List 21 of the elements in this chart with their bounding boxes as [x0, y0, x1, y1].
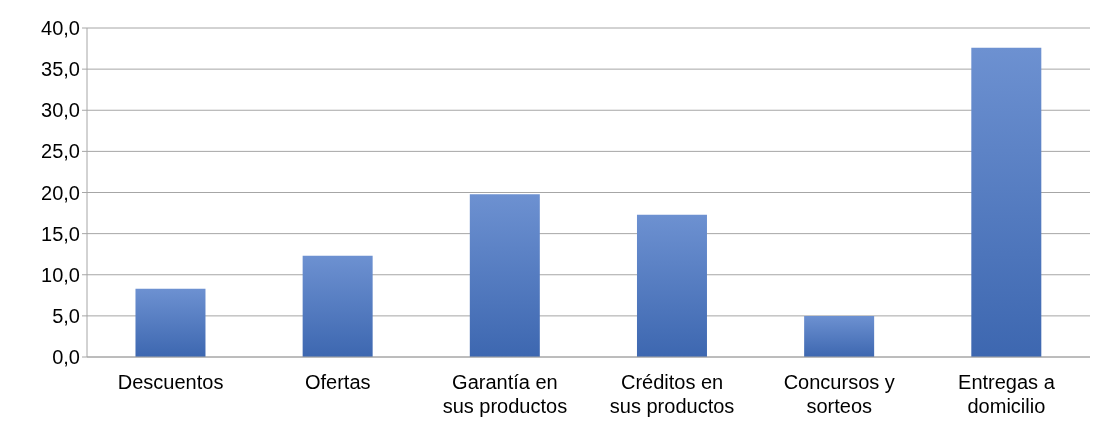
- y-tick-label: 0,0: [52, 346, 80, 369]
- bar: [302, 255, 373, 357]
- y-tick-label: 10,0: [41, 263, 80, 286]
- y-tick-label: 25,0: [41, 140, 80, 163]
- x-tick-label: Concursos y sorteos: [783, 371, 895, 417]
- bar: [804, 315, 875, 357]
- x-tick-label: Descuentos: [117, 371, 224, 393]
- x-tick-label: Ofertas: [304, 371, 371, 393]
- y-tick-label: 5,0: [52, 304, 80, 327]
- y-tick-label: 30,0: [41, 99, 80, 122]
- y-tick-label: 15,0: [41, 222, 80, 245]
- bar: [636, 214, 707, 357]
- bar: [971, 47, 1042, 357]
- y-tick-label: 35,0: [41, 58, 80, 81]
- y-tick-label: 20,0: [41, 181, 80, 204]
- y-tick-label: 40,0: [41, 17, 80, 40]
- bar: [135, 288, 206, 357]
- bar: [469, 194, 540, 357]
- x-tick-label: Créditos en sus productos: [609, 371, 735, 417]
- x-tick-label: Entregas a domicilio: [958, 371, 1056, 417]
- x-tick-label: Garantía en sus productos: [442, 371, 568, 417]
